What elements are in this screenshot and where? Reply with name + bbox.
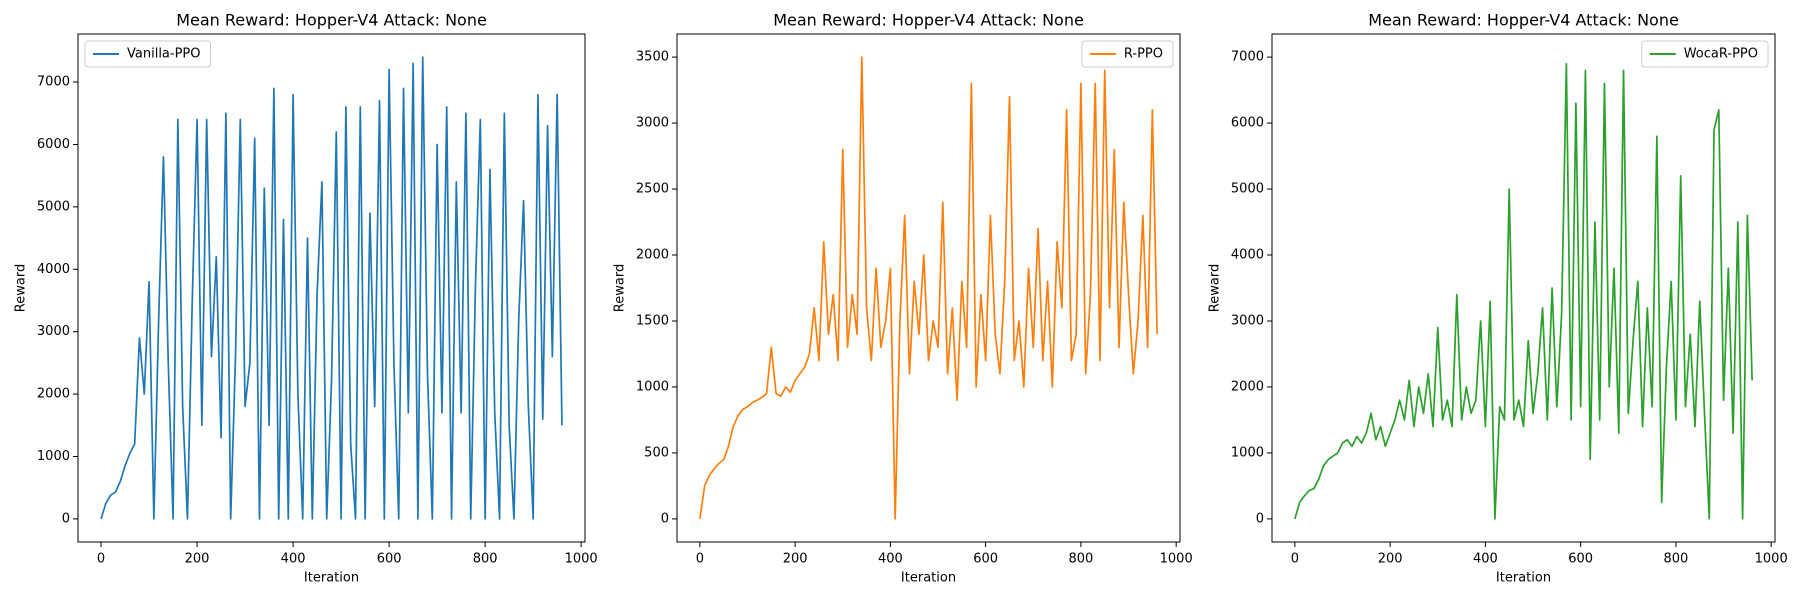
y-axis-label: Reward	[14, 264, 29, 312]
x-tick-label: 600	[1568, 552, 1593, 567]
x-axis-label: Iteration	[1496, 571, 1551, 586]
y-axis-label: Reward	[613, 264, 628, 312]
y-tick-label: 1000	[1231, 445, 1264, 460]
y-tick-label: 1000	[37, 449, 70, 464]
y-tick-label: 0	[1256, 511, 1264, 526]
y-tick-label: 2000	[1231, 379, 1264, 394]
plot-frame	[676, 33, 1181, 543]
legend: WocaR-PPO	[1641, 40, 1769, 68]
x-tick-label: 400	[1473, 552, 1498, 567]
legend-box	[1081, 40, 1174, 68]
data-line	[1294, 62, 1753, 520]
panel: Mean Reward: Hopper-V4 Attack: None Itera…	[14, 11, 598, 586]
x-tick-label: 200	[185, 552, 210, 567]
y-tick-label: 4000	[1231, 248, 1264, 263]
legend-box	[1641, 40, 1769, 68]
y-tick-label: 2000	[636, 248, 669, 263]
y-tick-label: 6000	[37, 137, 70, 152]
x-tick-label: 1000	[565, 552, 598, 567]
chart-title: Mean Reward: Hopper-V4 Attack: None	[176, 11, 487, 30]
legend: Vanilla-PPO	[84, 40, 211, 68]
x-tick-label: 600	[377, 552, 402, 567]
legend: R-PPO	[1081, 40, 1174, 68]
data-line	[699, 56, 1158, 520]
y-tick-label: 7000	[1231, 50, 1264, 65]
x-axis-label: Iteration	[304, 571, 359, 586]
x-tick-label: 0	[97, 552, 105, 567]
x-tick-label: 1000	[1160, 552, 1193, 567]
legend-box	[84, 40, 211, 68]
y-tick-label: 3000	[37, 324, 70, 339]
y-tick-label: 5000	[1231, 182, 1264, 197]
x-tick-label: 400	[878, 552, 903, 567]
y-tick-label: 5000	[37, 199, 70, 214]
panel: Mean Reward: Hopper-V4 Attack: None Itera…	[1208, 11, 1788, 586]
y-tick-label: 1000	[636, 379, 669, 394]
y-tick-label: 3000	[1231, 313, 1264, 328]
legend-label: Vanilla-PPO	[127, 47, 201, 62]
plot-frame	[1271, 33, 1776, 543]
x-tick-label: 200	[1378, 552, 1403, 567]
y-tick-label: 3000	[636, 116, 669, 131]
y-tick-label: 3500	[636, 50, 669, 65]
x-tick-label: 0	[696, 552, 704, 567]
y-tick-label: 1500	[636, 313, 669, 328]
legend-label: WocaR-PPO	[1684, 47, 1758, 62]
x-tick-label: 800	[473, 552, 498, 567]
legend-label: R-PPO	[1124, 47, 1163, 62]
chart-title: Mean Reward: Hopper-V4 Attack: None	[773, 11, 1084, 30]
y-tick-label: 0	[661, 511, 669, 526]
y-tick-label: 2500	[636, 182, 669, 197]
y-tick-label: 6000	[1231, 116, 1264, 131]
x-tick-label: 0	[1291, 552, 1299, 567]
chart-title: Mean Reward: Hopper-V4 Attack: None	[1368, 11, 1679, 30]
y-tick-label: 7000	[37, 75, 70, 90]
panel: Mean Reward: Hopper-V4 Attack: None Itera…	[613, 11, 1193, 586]
x-tick-label: 200	[783, 552, 808, 567]
y-tick-label: 500	[644, 445, 669, 460]
y-tick-label: 4000	[37, 262, 70, 277]
data-line	[100, 56, 563, 520]
plot-frame	[77, 33, 586, 543]
x-tick-label: 800	[1069, 552, 1094, 567]
x-tick-label: 800	[1664, 552, 1689, 567]
x-tick-label: 1000	[1755, 552, 1788, 567]
x-tick-label: 600	[973, 552, 998, 567]
y-axis-label: Reward	[1208, 264, 1223, 312]
x-axis-label: Iteration	[901, 571, 956, 586]
y-tick-label: 2000	[37, 387, 70, 402]
x-tick-label: 400	[281, 552, 306, 567]
y-tick-label: 0	[62, 511, 70, 526]
